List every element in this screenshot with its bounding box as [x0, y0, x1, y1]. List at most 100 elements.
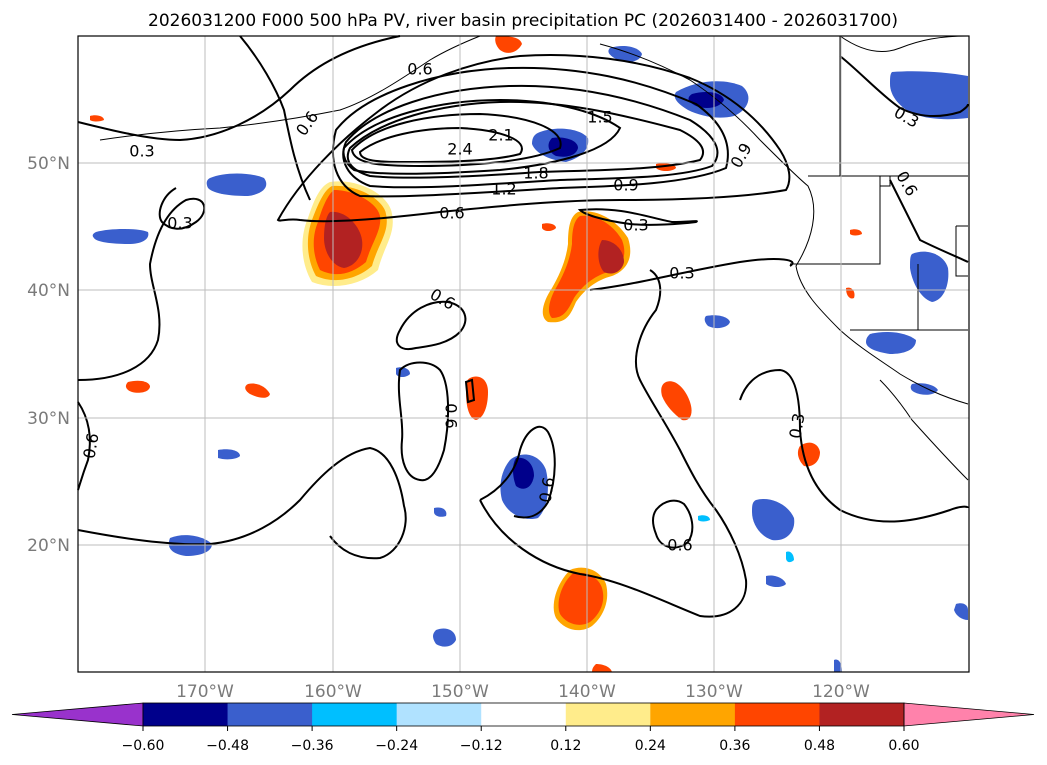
positive-blob-137w: [661, 381, 692, 421]
colorbar-segment: [227, 703, 313, 726]
lat-labels: 50°N 40°N 30°N 20°N: [27, 154, 70, 556]
colorbar-tick-label: −0.48: [206, 738, 249, 754]
mexico-coast: [879, 379, 969, 481]
contour-label: 2.1: [488, 126, 513, 145]
contour-label: 0.6: [439, 204, 464, 223]
pv-contours: [77, 35, 969, 618]
colorbar-segment: [734, 703, 820, 726]
negative-blob-california: [910, 251, 949, 302]
contour-label: 2.4: [447, 140, 472, 159]
lon-label: 130°W: [685, 682, 743, 702]
negative-blob-baja: [866, 332, 916, 354]
negative-dot-7: [834, 659, 842, 672]
negative-dot-5: [766, 575, 786, 587]
colorbar-segment: [396, 703, 482, 726]
map-area: 0.3 0.6 2.4 2.1 1.5 1.8 1.2 0.9 0.6 0.3 0.3 0.3 0.6 0…: [77, 35, 970, 673]
negative-dot-4: [434, 507, 447, 517]
negative-blob-130w: [704, 315, 730, 329]
lon-label: 170°W: [176, 682, 234, 702]
contour-0-6-west: [239, 35, 311, 201]
contour-label: 0.6: [79, 432, 102, 460]
positive-dot-1: [125, 380, 150, 393]
colorbar-tick-label: 0.36: [719, 738, 750, 754]
colorbar-extend-min: [11, 702, 144, 727]
state-border-1: [790, 176, 881, 265]
negative-dot-8: [698, 515, 710, 522]
positive-dot-5: [542, 223, 556, 231]
contour-label: 0.6: [442, 403, 461, 428]
colorbar-extend-max: [903, 702, 1035, 727]
negative-blob-mexico: [910, 383, 938, 395]
positive-dot-2: [245, 383, 270, 398]
positive-dot-3: [495, 36, 522, 53]
colorbar-tick-label: −0.36: [291, 738, 334, 754]
contour-2-4: [358, 126, 523, 164]
contour-label: 0.6: [667, 536, 692, 555]
positive-blob-140w-south: [553, 567, 608, 631]
map-background: [78, 36, 969, 672]
lat-label: 30°N: [27, 409, 70, 429]
contour-0-3-east: [589, 258, 794, 291]
colorbar-tick-label: 0.60: [888, 738, 919, 754]
state-border-3: [955, 225, 968, 277]
contour-0-3-southeast: [479, 269, 748, 618]
negative-dot-1: [433, 628, 456, 647]
colorbar-segment: [312, 703, 398, 726]
contour-0-6-southwest: [77, 446, 407, 560]
positive-dot-9: [592, 664, 612, 672]
positive-blob-158w: [302, 181, 393, 286]
contour-0-6-eddy: [479, 425, 556, 519]
map-title: 2026031200 F000 500 hPa PV, river basin …: [148, 11, 898, 31]
lat-label: 20°N: [27, 536, 70, 556]
negative-blob-alaska: [608, 46, 642, 62]
lon-labels: 170°W 160°W 150°W 140°W 130°W 120°W: [176, 682, 870, 702]
contour-label: 0.3: [167, 214, 192, 233]
contour-label: 0.3: [129, 142, 154, 161]
colorbar-segment: [819, 703, 905, 726]
na-coast: [599, 43, 969, 405]
contour-0-3-west-a: [77, 187, 206, 381]
contour-0-9: [332, 66, 729, 198]
contour-1-8: [342, 98, 622, 175]
colorbar-tick-label: −0.60: [122, 738, 165, 754]
borders: [790, 36, 968, 331]
colorbar-tick-label: 0.48: [804, 738, 835, 754]
contour-label: 0.3: [785, 412, 808, 440]
state-border-4: [880, 176, 891, 187]
negative-blob-172w-south: [168, 535, 212, 556]
contour-2-1: [350, 112, 562, 168]
colorbar-segment: [565, 703, 651, 726]
positive-blob-124w: [797, 442, 820, 467]
contour-0-6-canada: [839, 55, 969, 118]
gridlines: [78, 36, 969, 672]
colorbar-segment: [481, 703, 567, 726]
lon-label: 120°W: [812, 682, 870, 702]
colorbar-segment: [143, 703, 229, 726]
positive-dot-4: [90, 115, 104, 122]
lon-label: 150°W: [431, 682, 489, 702]
positive-blob-148w: [466, 376, 488, 420]
contour-label: 0.6: [535, 476, 558, 504]
canada-coast: [839, 35, 969, 53]
map-frame: [77, 35, 970, 673]
colorbar-tick-label: −0.12: [460, 738, 503, 754]
contour-small-box: [464, 378, 476, 404]
contour-0-9-coast: [889, 179, 969, 263]
contour-1-2: [342, 84, 719, 189]
lat-label: 40°N: [27, 281, 70, 301]
contour-0-3-ne: [739, 368, 969, 523]
negative-dot-6: [954, 603, 968, 620]
lon-label: 140°W: [558, 682, 616, 702]
colorbar-tick-label: 0.12: [550, 738, 581, 754]
contour-0-3-north: [77, 35, 401, 142]
contour-label: 0.6: [407, 60, 432, 79]
negative-blob-165w: [206, 173, 267, 196]
lat-label: 50°N: [27, 154, 70, 174]
contour-label: 0.3: [669, 264, 694, 283]
coastlines: [99, 35, 969, 481]
negative-dot-2: [218, 449, 240, 460]
colorbar: −0.60 −0.48 −0.36 −0.24 −0.12 0.12 0.24 0.36 0.4…: [11, 702, 1035, 754]
negative-blob-172w: [92, 229, 149, 244]
contour-label: 1.8: [523, 164, 548, 183]
